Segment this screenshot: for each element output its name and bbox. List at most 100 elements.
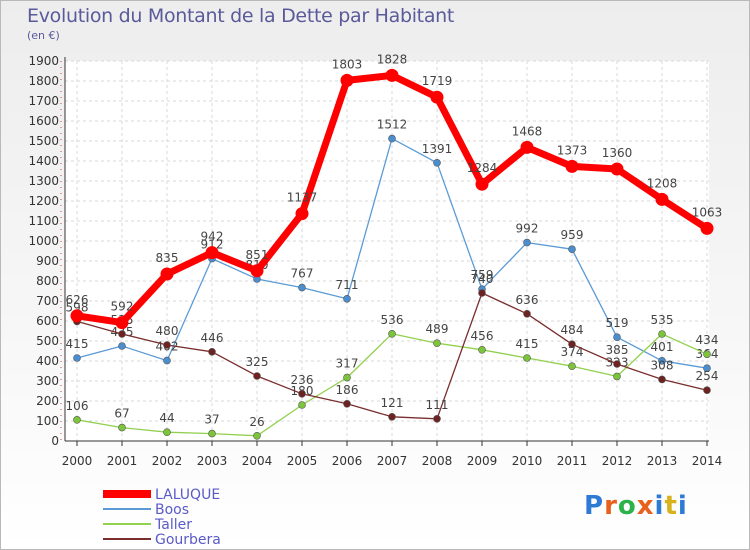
y-tick-label: 1700 <box>28 94 59 108</box>
data-point <box>565 159 579 173</box>
data-point <box>658 330 666 338</box>
data-label: 111 <box>426 398 449 412</box>
data-point <box>703 386 711 395</box>
y-tick-label: 400 <box>36 354 59 368</box>
data-point <box>520 140 534 154</box>
y-tick-label: 0 <box>51 434 59 448</box>
data-label: 959 <box>561 228 584 242</box>
data-point <box>250 264 264 278</box>
data-label: 598 <box>66 300 89 314</box>
x-tick-label: 2009 <box>467 454 498 468</box>
y-tick-label: 700 <box>36 294 59 308</box>
x-tick-label: 2000 <box>62 454 93 468</box>
data-point <box>340 73 354 87</box>
data-point <box>73 415 81 424</box>
x-tick-label: 2013 <box>647 454 678 468</box>
data-point <box>568 340 576 349</box>
data-point <box>700 221 714 235</box>
data-label: 912 <box>201 238 224 252</box>
y-tick-label: 800 <box>36 274 59 288</box>
data-point <box>385 68 399 82</box>
data-label: 851 <box>246 248 269 262</box>
data-label: 1391 <box>422 142 453 156</box>
legend-label: Taller <box>154 517 192 533</box>
data-point <box>118 423 126 432</box>
y-tick-label: 300 <box>36 374 59 388</box>
data-label: 711 <box>336 278 359 292</box>
x-tick-label: 2001 <box>107 454 138 468</box>
data-point <box>568 362 576 371</box>
data-label: 121 <box>381 396 404 410</box>
data-label: 992 <box>516 222 539 236</box>
data-point <box>163 428 171 437</box>
data-point <box>433 339 441 348</box>
y-tick-label: 1500 <box>28 134 59 148</box>
data-point <box>253 431 261 440</box>
data-label: 44 <box>159 411 174 425</box>
x-tick-label: 2006 <box>332 454 363 468</box>
legend-label: Boos <box>155 502 189 518</box>
data-point <box>478 345 486 354</box>
data-label: 1512 <box>377 118 408 132</box>
plot-area <box>65 61 709 441</box>
data-label: 434 <box>696 333 719 347</box>
data-label: 480 <box>156 324 179 338</box>
data-label: 1360 <box>602 146 633 160</box>
y-tick-label: 100 <box>36 414 59 428</box>
data-point <box>298 389 306 398</box>
data-point <box>118 330 126 338</box>
data-point <box>430 90 444 104</box>
chart-title: Evolution du Montant de la Dette par Hab… <box>27 5 455 27</box>
x-tick-label: 2007 <box>377 454 408 468</box>
data-label: 835 <box>156 251 179 265</box>
data-label: 536 <box>381 313 404 327</box>
y-tick-label: 200 <box>36 394 59 408</box>
data-point <box>343 373 351 382</box>
data-point <box>610 162 624 176</box>
x-tick-label: 2014 <box>692 454 723 468</box>
proxiti-logo: Proxiti <box>584 491 688 521</box>
data-point <box>295 207 309 221</box>
data-point <box>163 341 171 349</box>
x-tick-label: 2012 <box>602 454 633 468</box>
data-label: 325 <box>246 355 269 369</box>
data-label: 1284 <box>467 161 498 175</box>
y-tick-label: 1100 <box>28 214 59 228</box>
data-label: 385 <box>606 343 629 357</box>
data-point <box>523 309 531 318</box>
y-tick-label: 1300 <box>28 174 59 188</box>
data-label: 626 <box>66 293 89 307</box>
data-point <box>208 347 216 356</box>
data-point <box>433 414 441 423</box>
data-point <box>70 309 84 323</box>
data-label: 26 <box>249 415 264 429</box>
y-tick-label: 1900 <box>28 54 59 68</box>
data-label: 374 <box>561 345 584 359</box>
data-label: 1063 <box>692 205 723 219</box>
data-label: 1719 <box>422 74 453 88</box>
x-tick-label: 2002 <box>152 454 183 468</box>
data-label: 484 <box>561 323 584 337</box>
data-point <box>343 399 351 408</box>
legend-label: Gourbera <box>155 532 221 548</box>
data-label: 740 <box>471 272 494 286</box>
data-point <box>163 356 171 365</box>
data-point <box>703 350 711 359</box>
data-label: 106 <box>66 399 89 413</box>
data-label: 592 <box>111 300 134 314</box>
x-tick-label: 2004 <box>242 454 273 468</box>
data-label: 759 <box>471 268 494 282</box>
data-label: 1828 <box>377 52 408 66</box>
data-point <box>208 429 216 438</box>
data-point <box>478 289 486 297</box>
data-label: 401 <box>651 340 674 354</box>
data-point <box>613 333 621 342</box>
data-point <box>703 364 711 373</box>
data-label: 37 <box>204 413 219 427</box>
x-tick-label: 2010 <box>512 454 543 468</box>
y-tick-label: 500 <box>36 334 59 348</box>
data-label: 519 <box>606 316 629 330</box>
data-point <box>118 342 126 350</box>
